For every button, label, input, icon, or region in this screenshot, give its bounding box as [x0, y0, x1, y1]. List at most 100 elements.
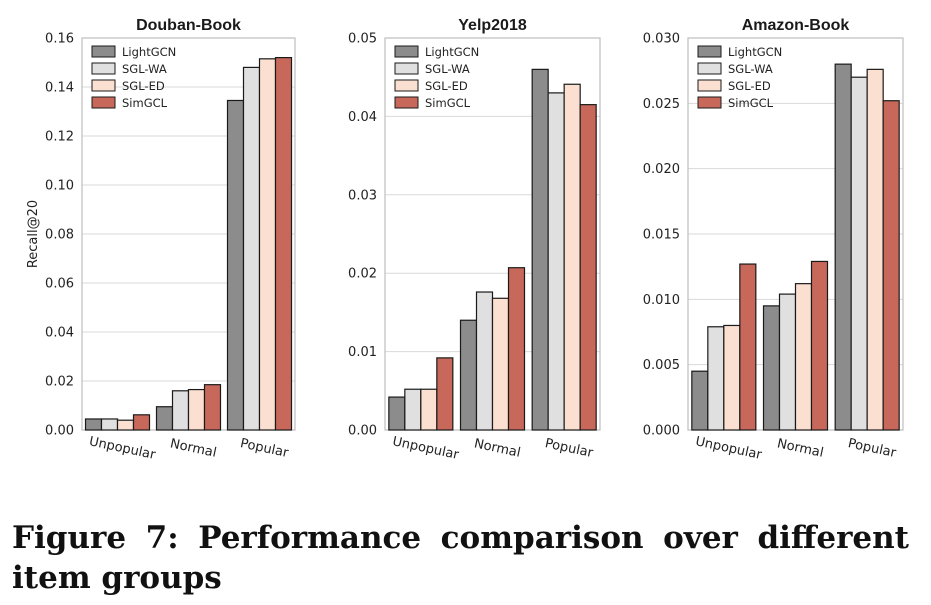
bar-sgl-wa-popular: [242, 66, 261, 431]
legend-label-lightgcn: LightGCN: [728, 45, 782, 59]
y-tick-label: 0.010: [643, 293, 680, 308]
legend-swatch-sgl-ed: [91, 79, 116, 92]
legend-swatch-sgl-wa: [91, 62, 116, 75]
chart-title: Amazon-Book: [742, 17, 850, 34]
bar-lightgcn-normal: [459, 319, 478, 431]
y-tick-label: 0.015: [643, 228, 680, 243]
bar-lightgcn-unpopular: [84, 418, 103, 431]
bar-simgcl-normal: [810, 260, 829, 431]
y-tick-label: 0.06: [45, 277, 74, 292]
x-tick-label: Unpopular: [694, 434, 764, 463]
bar-sgl-wa-normal: [171, 390, 190, 431]
bar-sgl-wa-unpopular: [100, 418, 119, 431]
y-tick-label: 0.02: [348, 267, 377, 282]
chart-amazon-book: 0.000 0.005 0.010 0.015 0.020 0.025 0.030 Unpop…: [643, 17, 904, 463]
chart-yelp2018: 0.00 0.01 0.02 0.03 0.04 0.05 Unpopular Normal P…: [348, 17, 601, 463]
bar-lightgcn-normal: [762, 305, 781, 431]
bar-sgl-ed-popular: [563, 83, 581, 431]
y-tick-label: 0.04: [348, 110, 377, 125]
bar-lightgcn-normal: [155, 406, 174, 431]
y-tick-label: 0.020: [643, 162, 680, 177]
bar-sgl-wa-normal: [475, 291, 494, 431]
legend-swatch-sgl-wa: [697, 62, 722, 75]
legend-label-sgl-wa: SGL-WA: [728, 62, 773, 76]
y-tick-label: 0.05: [348, 32, 377, 47]
legend-label-simgcl: SimGCL: [728, 96, 774, 110]
bar-lightgcn-popular: [834, 63, 852, 431]
y-tick-label: 0.10: [45, 179, 74, 194]
legend-swatch-sgl-ed: [394, 79, 419, 92]
bar-lightgcn-popular: [226, 99, 245, 431]
y-axis-label: Recall@20: [26, 200, 41, 268]
bar-simgcl-popular: [882, 100, 900, 431]
y-tick-label: 0.02: [45, 375, 74, 390]
legend-label-simgcl: SimGCL: [122, 96, 168, 110]
bar-simgcl-unpopular: [436, 357, 454, 431]
chart-douban-book: 0.00 0.02 0.04 0.06 0.08 0.10 0.12 0.14 0.16 Unpo…: [26, 17, 296, 463]
legend-swatch-lightgcn: [697, 45, 722, 58]
y-tick-label: 0.030: [643, 32, 680, 47]
legend-swatch-simgcl: [697, 96, 722, 109]
bar-lightgcn-popular: [531, 68, 549, 431]
bar-simgcl-unpopular: [132, 414, 151, 431]
x-tick-label: Normal: [169, 436, 218, 460]
x-tick-label: Unpopular: [88, 434, 158, 463]
bar-sgl-ed-unpopular: [723, 324, 741, 431]
x-tick-label: Popular: [846, 436, 897, 461]
y-tick-label: 0.03: [348, 188, 377, 203]
bar-sgl-ed-normal: [794, 283, 813, 431]
y-tick-label: 0.00: [348, 424, 377, 439]
legend-swatch-sgl-ed: [697, 79, 722, 92]
bar-simgcl-popular: [579, 104, 597, 431]
legend-swatch-lightgcn: [91, 45, 116, 58]
bar-lightgcn-unpopular: [388, 396, 406, 431]
figure-caption: Figure 7: Performance comparison over di…: [12, 520, 909, 596]
y-tick-label: 0.04: [45, 326, 74, 341]
bar-sgl-wa-normal: [778, 293, 797, 431]
bar-sgl-ed-popular: [258, 58, 277, 431]
bar-simgcl-popular: [274, 56, 293, 431]
bar-sgl-wa-popular: [850, 76, 868, 431]
bar-simgcl-normal: [203, 384, 222, 431]
legend-swatch-sgl-wa: [394, 62, 419, 75]
x-tick-label: Popular: [239, 436, 290, 461]
y-tick-label: 0.00: [45, 424, 74, 439]
legend-label-sgl-ed: SGL-ED: [728, 79, 771, 93]
y-tick-label: 0.000: [643, 424, 680, 439]
bar-sgl-ed-unpopular: [116, 419, 135, 431]
bar-sgl-wa-unpopular: [404, 388, 422, 431]
bar-sgl-ed-unpopular: [420, 388, 438, 431]
chart-title: Yelp2018: [458, 17, 527, 34]
bar-simgcl-unpopular: [739, 263, 757, 431]
legend-label-lightgcn: LightGCN: [122, 45, 176, 59]
x-tick-label: Popular: [543, 436, 594, 461]
legend-label-sgl-wa: SGL-WA: [425, 62, 470, 76]
y-tick-label: 0.14: [45, 81, 74, 96]
legend-swatch-lightgcn: [394, 45, 419, 58]
legend-label-sgl-ed: SGL-ED: [425, 79, 468, 93]
bar-lightgcn-unpopular: [691, 370, 709, 431]
figure: 0.00 0.02 0.04 0.06 0.08 0.10 0.12 0.14 0.16 Unpo…: [26, 17, 904, 463]
y-tick-label: 0.16: [45, 32, 74, 47]
x-tick-label: Normal: [776, 436, 825, 460]
legend-label-sgl-wa: SGL-WA: [122, 62, 167, 76]
legend-swatch-simgcl: [394, 96, 419, 109]
chart-title: Douban-Book: [136, 17, 241, 34]
y-tick-label: 0.01: [348, 345, 377, 360]
y-tick-label: 0.025: [643, 97, 680, 112]
bar-sgl-ed-normal: [491, 297, 510, 431]
bar-sgl-ed-normal: [187, 388, 206, 431]
bar-simgcl-normal: [507, 267, 526, 431]
y-tick-label: 0.12: [45, 130, 74, 145]
legend-label-sgl-ed: SGL-ED: [122, 79, 165, 93]
bar-sgl-ed-popular: [866, 68, 884, 431]
y-tick-label: 0.005: [643, 358, 680, 373]
legend-label-lightgcn: LightGCN: [425, 45, 479, 59]
x-tick-label: Unpopular: [391, 434, 461, 463]
y-tick-label: 0.08: [45, 228, 74, 243]
x-tick-label: Normal: [473, 436, 522, 460]
legend-label-simgcl: SimGCL: [425, 96, 471, 110]
bar-sgl-wa-unpopular: [707, 326, 725, 431]
bar-sgl-wa-popular: [547, 92, 565, 431]
legend-swatch-simgcl: [91, 96, 116, 109]
